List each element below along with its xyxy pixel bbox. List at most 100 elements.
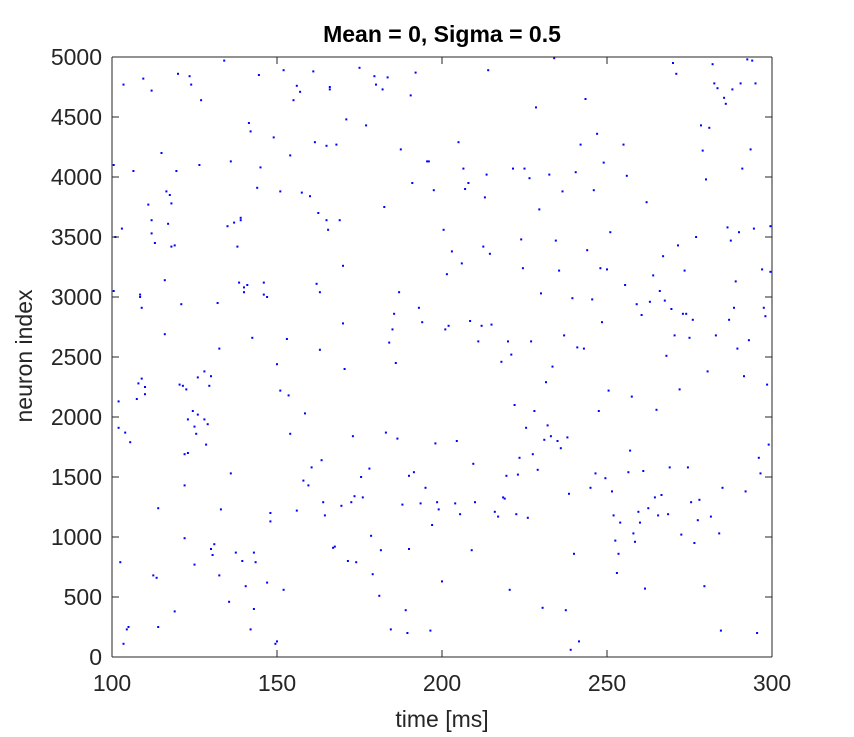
spike-point	[591, 298, 594, 301]
spike-point	[497, 515, 500, 518]
spike-point	[117, 426, 120, 429]
spike-point	[165, 190, 168, 193]
spike-point	[323, 514, 326, 517]
spike-point	[764, 315, 767, 318]
spike-point	[729, 239, 732, 242]
spike-point	[378, 594, 381, 597]
spike-point	[183, 453, 186, 456]
spike-point	[751, 59, 754, 62]
spike-point	[287, 394, 290, 397]
spike-point	[528, 177, 531, 180]
spike-point	[338, 219, 341, 222]
spike-point	[157, 507, 160, 510]
spike-point	[388, 341, 391, 344]
spike-point	[746, 58, 749, 61]
spike-point	[713, 82, 716, 85]
spike-point	[140, 377, 143, 380]
spike-point	[437, 508, 440, 511]
spike-point	[414, 71, 417, 74]
spike-point	[434, 442, 437, 445]
spike-point	[193, 563, 196, 566]
spike-point	[462, 167, 465, 170]
spike-point	[122, 83, 125, 86]
spike-point	[315, 282, 318, 285]
spike-point	[210, 375, 212, 378]
spike-point	[614, 539, 617, 542]
spike-point	[454, 502, 457, 505]
y-tick-label: 2000	[51, 404, 102, 430]
spike-point	[340, 504, 343, 507]
spike-point	[251, 336, 254, 339]
spike-point	[125, 628, 128, 631]
spike-point	[490, 323, 493, 326]
spike-point	[688, 336, 691, 339]
spike-point	[472, 462, 475, 465]
spike-point	[485, 173, 488, 176]
spike-point	[573, 552, 575, 555]
spike-point	[574, 171, 577, 174]
spike-point	[733, 306, 735, 309]
spike-point	[333, 545, 336, 548]
spike-point	[488, 252, 491, 255]
spike-point	[408, 548, 410, 550]
spike-point	[507, 340, 509, 343]
spike-point	[502, 496, 505, 499]
spike-point	[188, 75, 191, 78]
spike-point	[193, 425, 196, 428]
y-tick-label: 5000	[51, 44, 102, 70]
spike-point	[135, 398, 138, 400]
spike-point	[551, 365, 554, 368]
spike-point	[739, 82, 742, 85]
spike-point	[530, 340, 533, 343]
spike-point	[460, 262, 463, 265]
spike-point	[327, 228, 330, 231]
spike-point	[249, 628, 252, 631]
spike-point	[203, 418, 206, 421]
plot-area	[112, 57, 772, 657]
spike-point	[257, 74, 260, 76]
spike-point	[756, 632, 759, 634]
spike-point	[480, 324, 483, 327]
spike-point	[619, 521, 622, 524]
spike-point	[469, 320, 472, 322]
spike-point	[531, 453, 534, 456]
spike-point	[289, 432, 292, 435]
spike-point	[432, 189, 435, 192]
spike-point	[703, 585, 706, 588]
spike-point	[139, 293, 142, 296]
spike-point	[629, 449, 632, 452]
spike-point	[424, 486, 427, 489]
spike-point	[318, 291, 321, 294]
spike-point	[427, 160, 430, 163]
spike-point	[584, 98, 587, 100]
spike-point	[441, 580, 443, 583]
spike-point	[709, 515, 712, 518]
spike-point	[325, 219, 328, 222]
spike-point	[695, 236, 698, 238]
spike-point	[254, 561, 257, 564]
spike-point	[219, 508, 222, 511]
spike-point	[558, 269, 561, 272]
spike-point	[409, 94, 412, 97]
spike-point	[586, 249, 589, 252]
spike-point	[736, 347, 739, 350]
spike-point	[266, 581, 269, 584]
spike-point	[450, 250, 453, 253]
spike-point	[483, 196, 486, 199]
spike-point	[543, 438, 546, 441]
spike-point	[734, 280, 737, 283]
spike-point	[561, 190, 564, 193]
x-tick-label: 250	[588, 670, 626, 696]
x-tick-label: 150	[258, 670, 296, 696]
spike-point	[667, 513, 670, 516]
spike-point	[269, 520, 272, 523]
spike-point	[548, 173, 551, 176]
spike-point	[262, 281, 265, 284]
spike-point	[157, 626, 160, 628]
spike-point	[185, 388, 188, 391]
spike-point	[394, 362, 397, 364]
spike-point	[767, 443, 770, 446]
spike-point	[353, 495, 356, 498]
spike-point	[757, 456, 760, 459]
y-tick-label: 2500	[51, 344, 102, 370]
